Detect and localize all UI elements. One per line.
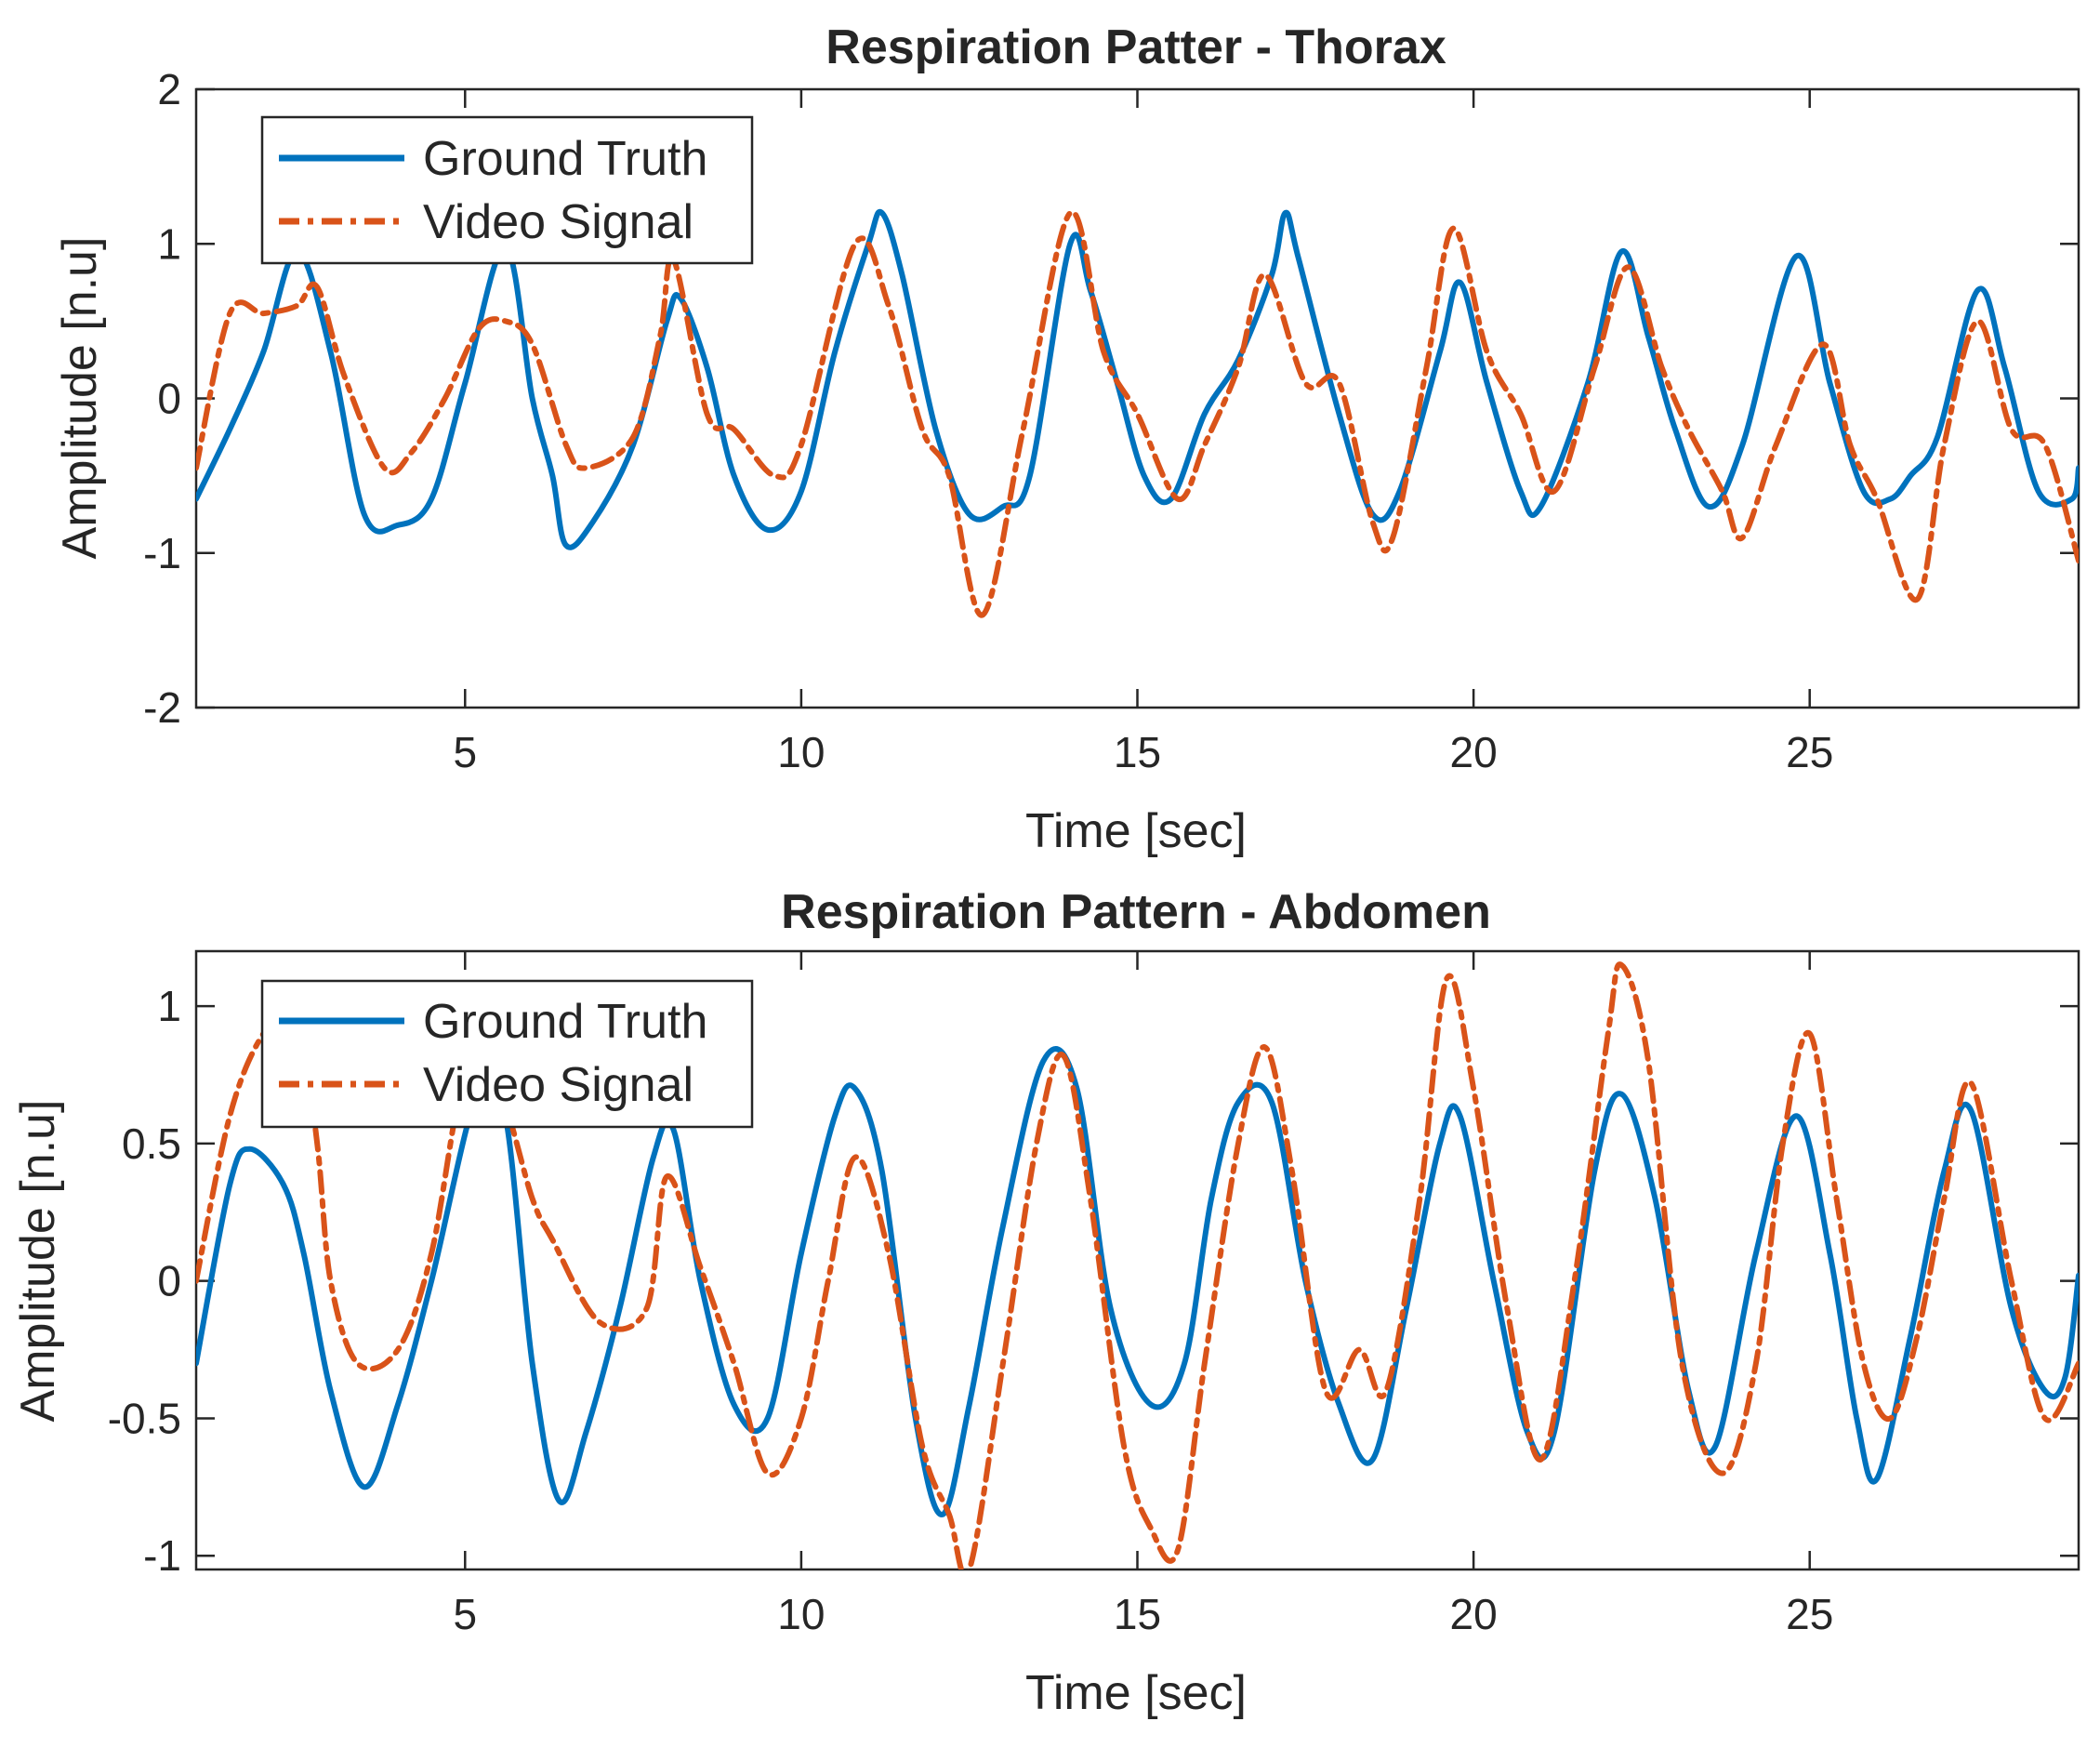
thorax-plot-area	[196, 208, 2079, 618]
abdomen-x-tick-label: 20	[1450, 1590, 1498, 1638]
abdomen-legend-box	[260, 979, 754, 1129]
thorax-x-tick-label: 20	[1450, 728, 1498, 776]
thorax-title: Respiration Patter - Thorax	[825, 20, 1446, 74]
abdomen-legend: Ground Truth Video Signal	[260, 979, 754, 1129]
abdomen-y-tick-label: -0.5	[108, 1394, 181, 1442]
thorax-series-ground-truth	[196, 208, 2079, 550]
thorax-panel: Respiration Patter - Thorax 5 10 15 20 25 -2…	[53, 20, 2080, 858]
thorax-y-tick-label: 1	[157, 219, 181, 268]
thorax-legend-box	[260, 115, 754, 265]
thorax-x-tick-label: 25	[1786, 728, 1833, 776]
abdomen-y-tick-label: -1	[143, 1531, 181, 1580]
abdomen-x-ticks: 5 10 15 20 25	[453, 951, 1833, 1638]
abdomen-x-label: Time [sec]	[1025, 1666, 1247, 1720]
thorax-x-tick-label: 10	[777, 728, 825, 776]
abdomen-panel: Respiration Pattern - Abdomen 5 10 15 20 25 …	[11, 885, 2080, 1720]
thorax-x-tick-label: 5	[453, 728, 477, 776]
thorax-y-ticks: -2 -1 0 1 2	[143, 65, 2079, 732]
abdomen-x-tick-label: 10	[777, 1590, 825, 1638]
abdomen-plot-area	[196, 961, 2079, 1569]
thorax-x-tick-label: 15	[1114, 728, 1161, 776]
abdomen-y-tick-label: 1	[157, 982, 181, 1030]
abdomen-y-tick-label: 0	[157, 1257, 181, 1305]
thorax-y-tick-label: -2	[143, 683, 181, 732]
abdomen-y-tick-label: 0.5	[122, 1119, 181, 1168]
thorax-legend-label-ground-truth: Ground Truth	[423, 132, 707, 186]
abdomen-x-tick-label: 15	[1114, 1590, 1161, 1638]
thorax-legend-label-video-signal: Video Signal	[423, 195, 693, 249]
thorax-y-tick-label: -1	[143, 529, 181, 577]
abdomen-x-tick-label: 25	[1786, 1590, 1833, 1638]
abdomen-y-label: Amplitude [n.u]	[11, 1100, 65, 1423]
thorax-x-label: Time [sec]	[1025, 804, 1247, 858]
abdomen-series-video-signal	[196, 961, 2079, 1569]
abdomen-legend-label-ground-truth: Ground Truth	[423, 995, 707, 1049]
thorax-series-video-signal	[196, 209, 2079, 618]
thorax-y-tick-label: 0	[157, 375, 181, 423]
thorax-x-ticks: 5 10 15 20 25	[453, 89, 1833, 776]
thorax-y-label: Amplitude [n.u]	[53, 237, 107, 560]
thorax-y-tick-label: 2	[157, 65, 181, 113]
abdomen-title: Respiration Pattern - Abdomen	[781, 885, 1491, 939]
abdomen-x-tick-label: 5	[453, 1590, 477, 1638]
abdomen-legend-label-video-signal: Video Signal	[423, 1058, 693, 1112]
thorax-legend: Ground Truth Video Signal	[260, 115, 754, 265]
